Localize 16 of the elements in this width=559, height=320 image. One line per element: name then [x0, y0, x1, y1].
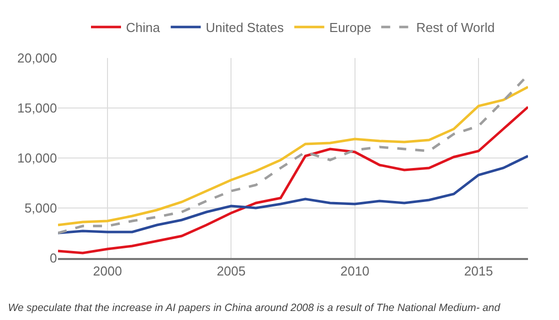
x-tick-label: 2005	[216, 263, 246, 278]
legend-label: Rest of World	[416, 20, 495, 36]
x-tick-label: 2000	[93, 263, 122, 278]
line-series	[58, 106, 528, 254]
y-tick-label: 10,000	[17, 150, 57, 166]
x-tick-label: 2015	[464, 263, 493, 278]
legend-label: China	[126, 20, 161, 36]
y-tick-label: 20,000	[17, 50, 57, 66]
line-series	[58, 154, 528, 234]
y-tick-label: 0	[50, 250, 57, 266]
y-tick-label: 5,000	[24, 200, 57, 216]
y-tick-label: 15,000	[17, 100, 57, 116]
x-tick-label: 2010	[340, 263, 370, 278]
legend-label: Europe	[329, 20, 372, 36]
legend-label: United States	[206, 20, 284, 36]
text: We speculate that the increase in AI papers in China around 2008 is a result of The National Medium- and	[8, 302, 502, 314]
